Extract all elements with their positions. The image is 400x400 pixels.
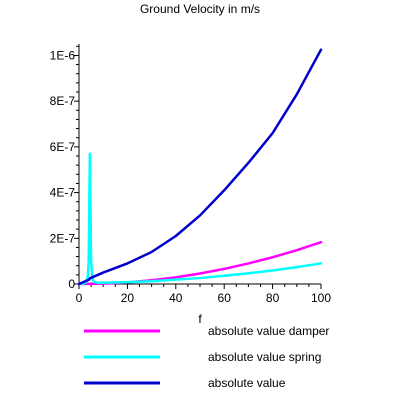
- y-tick-label: 6E-7: [50, 140, 76, 154]
- legend-label: absolute value spring: [208, 350, 321, 364]
- x-tick-label: 20: [121, 291, 135, 305]
- y-axis-ticks: 0 2E-7 4E-7 6E-7 8E-7 1E-6: [50, 45, 79, 291]
- legend-label: absolute value: [208, 376, 286, 390]
- chart-title: Ground Velocity in m/s: [140, 2, 260, 16]
- series-line-3: [77, 48, 323, 286]
- series-line-2: [77, 152, 323, 286]
- y-tick-label: 8E-7: [50, 94, 76, 108]
- series-layer: [77, 48, 323, 286]
- x-axis-label: f: [198, 312, 202, 326]
- y-tick-label: 2E-7: [50, 231, 76, 245]
- legend-label: absolute value damper: [208, 324, 329, 338]
- x-tick-label: 80: [266, 291, 280, 305]
- x-tick-label: 100: [311, 291, 331, 305]
- x-tick-label: 60: [218, 291, 232, 305]
- axes: [78, 44, 321, 285]
- y-tick-label: 0: [68, 277, 75, 291]
- y-tick-label: 4E-7: [50, 186, 76, 200]
- x-tick-label: 40: [169, 291, 183, 305]
- x-axis-ticks: 0 20 40 60 80 100: [76, 284, 331, 305]
- y-tick-label: 1E-6: [50, 48, 76, 62]
- legend: absolute value damper absolute value spri…: [84, 324, 329, 390]
- x-tick-label: 0: [76, 291, 83, 305]
